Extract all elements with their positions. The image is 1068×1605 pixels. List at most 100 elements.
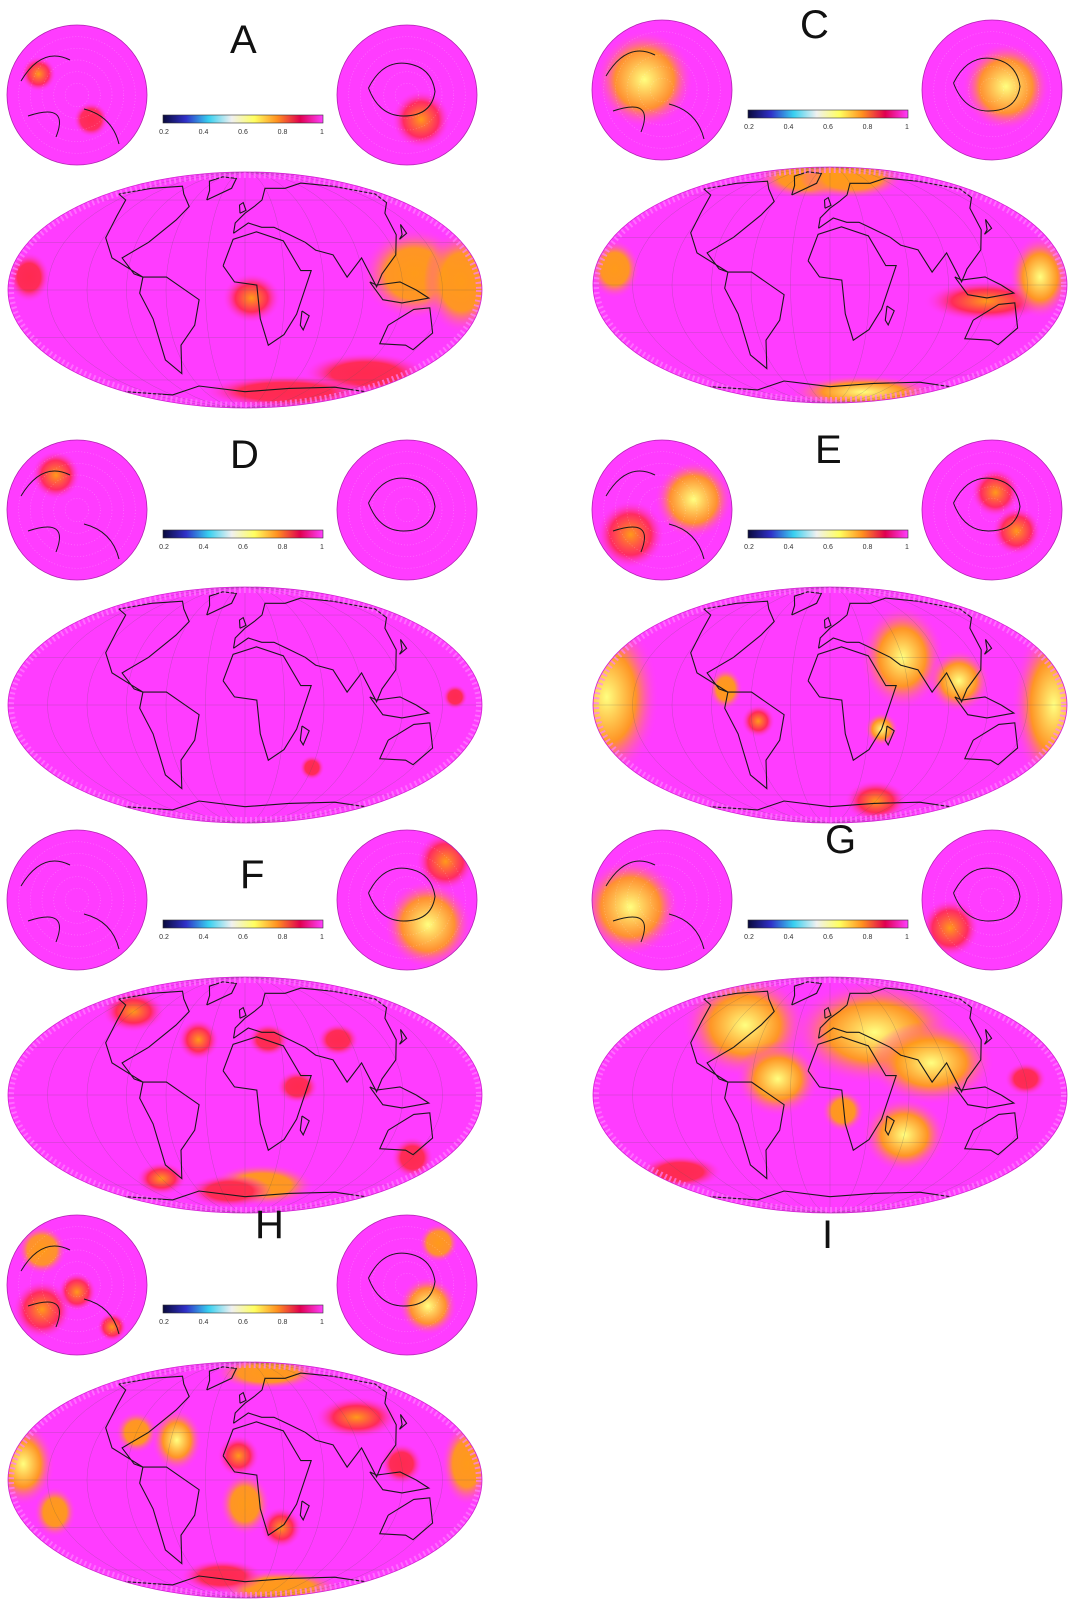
colorbar: 0.2 0.4 0.6 0.8 1 [744, 529, 909, 551]
map-anomaly [844, 780, 908, 823]
coastline [368, 1252, 436, 1307]
colorbar-tick-label: 1 [905, 934, 909, 941]
coastline [105, 185, 190, 278]
coastline [238, 1391, 247, 1404]
colorbar-tick-label: 1 [905, 124, 909, 131]
polar-anomaly [383, 880, 473, 969]
coastline [124, 1190, 366, 1201]
mollweide-map [7, 171, 483, 409]
colorbar-tick-label: 0.2 [159, 129, 169, 136]
coastline [709, 1190, 951, 1201]
map-anomaly [821, 1090, 865, 1133]
map-anomaly [177, 1018, 220, 1061]
colorbar-tick-label: 0.8 [863, 544, 873, 551]
colorbar: 0.2 0.4 0.6 0.8 1 [744, 919, 909, 941]
map-anomaly [33, 1486, 77, 1538]
map-anomaly [260, 1506, 303, 1549]
coastline [369, 1086, 431, 1109]
panel-label: D [230, 433, 259, 477]
coastline [368, 867, 436, 922]
coastline [690, 990, 775, 1083]
colorbar-tick-label: 0.2 [159, 1319, 169, 1326]
colorbar-tick-label: 0.2 [159, 544, 169, 551]
colorbar: 0.2 0.4 0.6 0.8 1 [159, 114, 324, 136]
map-anomaly [1004, 1062, 1047, 1096]
coastline [884, 725, 895, 747]
coastline [954, 696, 1016, 719]
south-polar-inset [921, 439, 1063, 581]
map-anomaly [115, 1411, 158, 1454]
coastline [984, 639, 993, 655]
panel-h: 0.2 0.4 0.6 0.8 1 [5, 1200, 485, 1600]
coastline [399, 224, 408, 240]
coastline [724, 271, 785, 370]
panel-label: E [815, 428, 842, 472]
north-polar-inset [6, 24, 148, 166]
map-anomaly [136, 1161, 187, 1196]
coastline [299, 1500, 310, 1522]
colorbar: 0.2 0.4 0.6 0.8 1 [159, 1304, 324, 1326]
coastline [222, 231, 312, 347]
north-polar-inset [591, 19, 733, 161]
mollweide-map [592, 976, 1068, 1214]
coastline [222, 1036, 312, 1152]
colorbar-tick-label: 1 [320, 544, 324, 551]
map-anomaly [299, 755, 325, 781]
coastline [709, 800, 951, 811]
polar-anomaly [654, 460, 732, 539]
coastline [299, 725, 310, 747]
coastline [724, 1081, 785, 1180]
coastline [139, 1466, 200, 1565]
coastline [206, 981, 238, 1006]
colorbar: 0.2 0.4 0.6 0.8 1 [159, 529, 324, 551]
colorbar-tick-label: 0.8 [278, 934, 288, 941]
coastline [124, 800, 366, 811]
coastline [953, 477, 1021, 532]
coastline [817, 987, 982, 1094]
map-anomaly [187, 1174, 272, 1208]
coastline [369, 281, 431, 304]
coastline [605, 50, 705, 140]
colorbar-tick-label: 1 [905, 544, 909, 551]
polar-anomaly [418, 1223, 459, 1263]
coastline [399, 1029, 408, 1045]
coastline [690, 180, 775, 273]
coastline [232, 597, 397, 704]
coastline [953, 867, 1021, 922]
map-anomaly [314, 1396, 399, 1439]
panel-e: 0.2 0.4 0.6 0.8 1 [590, 425, 1068, 825]
coastline [605, 470, 705, 560]
colorbar-tick-label: 0.4 [784, 934, 794, 941]
colorbar-tick-label: 0.6 [238, 1319, 248, 1326]
panel-label: H [255, 1203, 284, 1247]
coastline [20, 55, 120, 145]
polar-anomaly [391, 90, 451, 149]
colorbar-tick-label: 0.4 [199, 544, 209, 551]
coastline [378, 1497, 434, 1541]
coastline [807, 1036, 897, 1152]
south-polar-inset [921, 19, 1063, 161]
polar-anomaly [992, 506, 1041, 556]
coastline [368, 477, 436, 532]
south-polar-inset [336, 829, 478, 971]
south-polar-inset [921, 829, 1063, 971]
panel-c: 0.2 0.4 0.6 0.8 1 [590, 5, 1068, 405]
south-polar-inset [336, 439, 478, 581]
coastline [724, 691, 785, 790]
map-anomaly [8, 251, 51, 303]
colorbar-tick-label: 0.6 [823, 934, 833, 941]
panel-a: 0.2 0.4 0.6 0.8 1 [5, 10, 485, 410]
polar-anomaly [20, 56, 57, 92]
colorbar-tick-label: 0.6 [238, 129, 248, 136]
coastline [807, 646, 897, 762]
map-anomaly [741, 704, 776, 738]
coastline [963, 1112, 1019, 1156]
map-anomaly [735, 1041, 820, 1117]
mollweide-map [7, 586, 483, 824]
coastline [206, 176, 238, 201]
coastline [299, 1115, 310, 1137]
colorbar-tick-label: 1 [320, 934, 324, 941]
coastline [984, 1029, 993, 1045]
mollweide-map [592, 586, 1068, 824]
map-anomaly [862, 1097, 947, 1173]
